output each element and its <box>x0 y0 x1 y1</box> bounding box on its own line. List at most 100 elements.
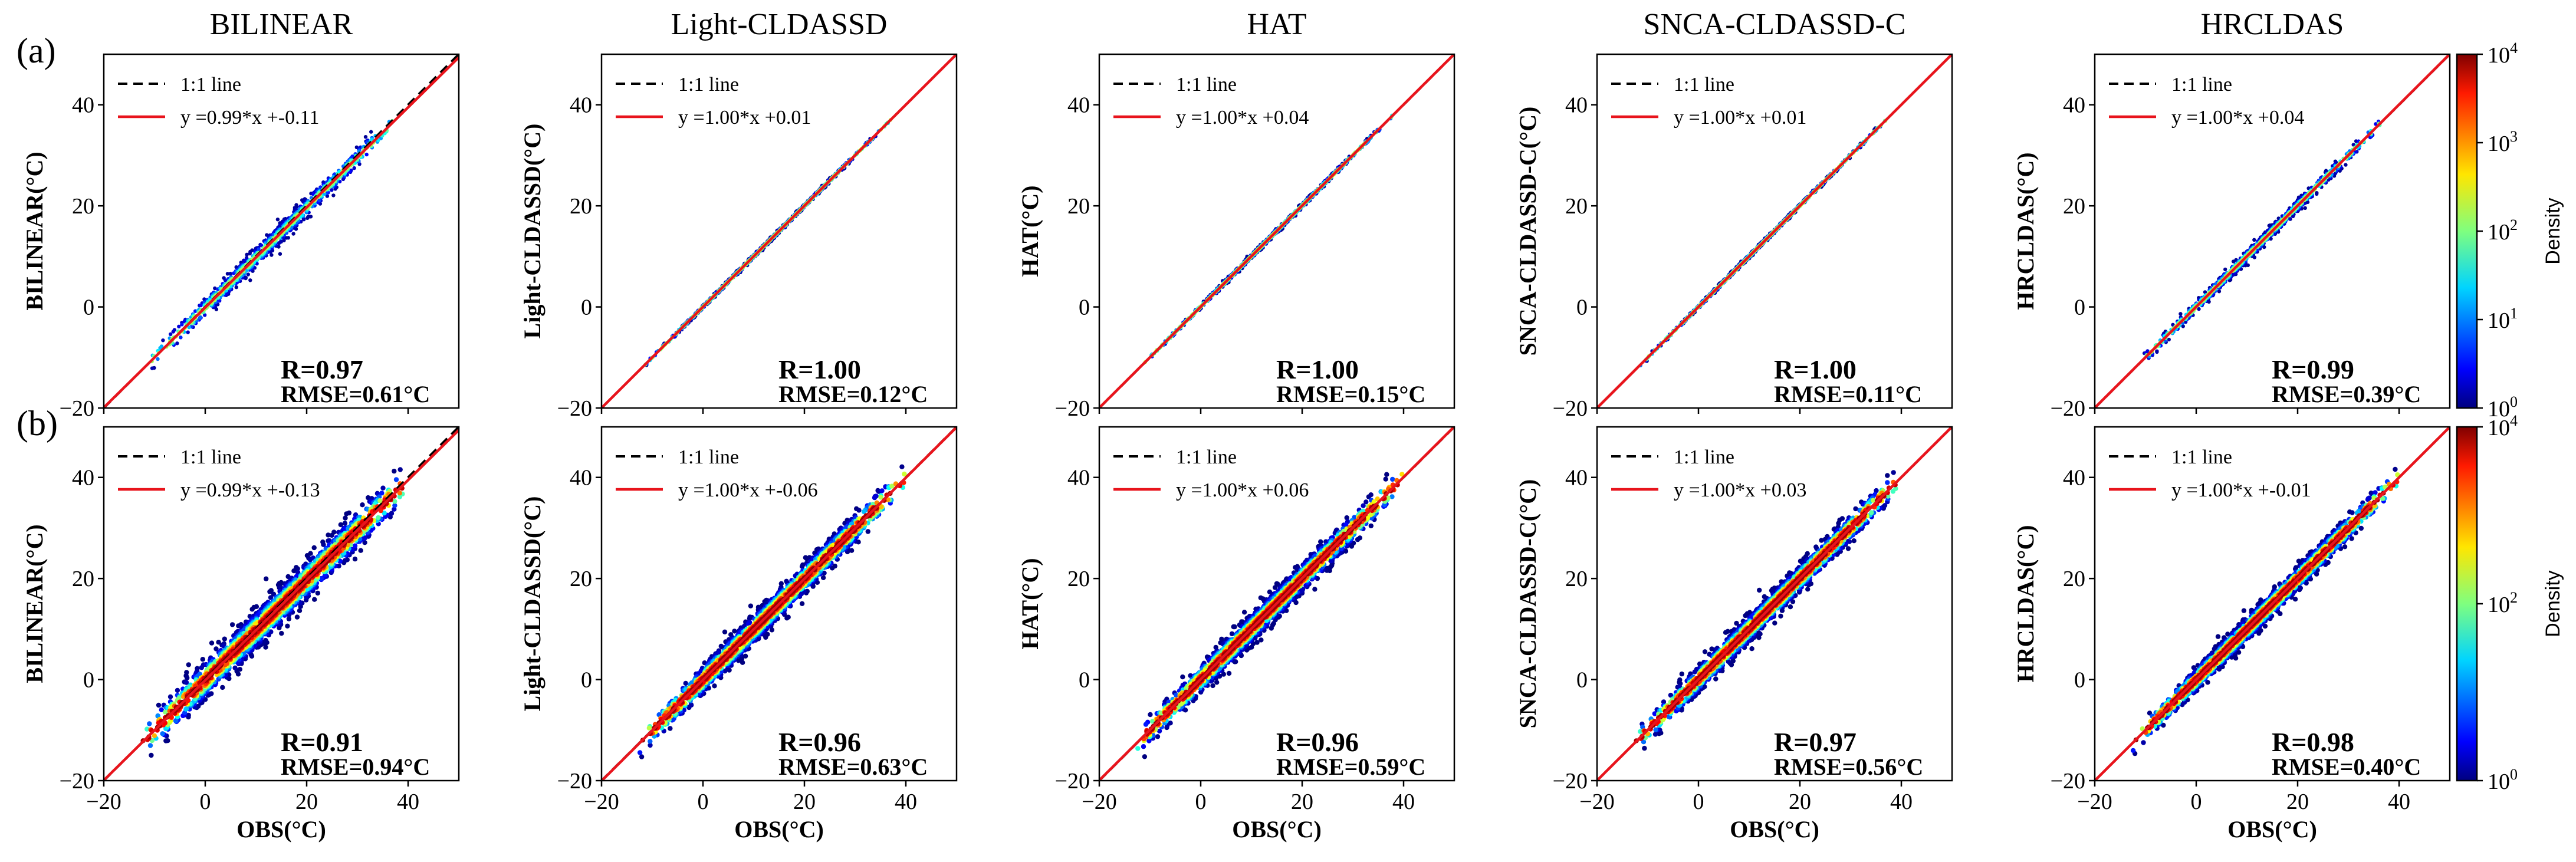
data-point <box>248 251 252 256</box>
legend-fit-label: y =1.00*x +0.01 <box>1674 107 1806 129</box>
data-point <box>2203 290 2207 294</box>
y-tick-label: 0 <box>581 295 592 320</box>
panel-title: BILINEAR <box>210 8 353 41</box>
legend-one-to-one-label: 1:1 line <box>180 74 241 96</box>
data-point <box>229 622 235 627</box>
y-tick-label: 40 <box>1067 93 1090 118</box>
axes-frame <box>600 53 958 409</box>
data-point <box>268 588 274 593</box>
data-point <box>2183 320 2188 324</box>
data-point <box>223 278 228 282</box>
data-point <box>284 236 288 240</box>
data-point <box>163 738 169 743</box>
legend-one-to-one-label: 1:1 line <box>2171 74 2232 96</box>
data-point <box>346 510 352 516</box>
data-point <box>246 272 250 277</box>
data-point <box>2344 163 2348 167</box>
data-point <box>317 198 321 203</box>
data-point <box>277 241 281 245</box>
data-point <box>285 623 290 629</box>
data-point <box>2217 289 2222 294</box>
data-point <box>2223 267 2227 272</box>
data-point <box>156 357 160 361</box>
data-point <box>167 694 173 700</box>
data-point <box>150 366 155 370</box>
r-value: R=0.97 <box>281 354 363 384</box>
y-tick-label: 40 <box>2063 93 2085 118</box>
colorbar-tick-exponent: 1 <box>2510 305 2518 322</box>
axes-frame <box>2094 53 2451 409</box>
fit-line <box>1597 54 1952 408</box>
colorbar-label: Density <box>2542 198 2564 264</box>
data-point <box>397 467 403 472</box>
y-tick-label: −20 <box>1553 396 1588 421</box>
data-point <box>326 532 331 538</box>
data-point <box>278 252 282 256</box>
colorbar-tick-base: 10 <box>2488 397 2510 422</box>
scatter-area <box>2095 54 2450 408</box>
data-point <box>291 232 295 236</box>
data-point <box>308 551 313 556</box>
y-tick-label: −20 <box>60 396 94 421</box>
data-point <box>380 485 386 491</box>
colorbar-tick-label: 102 <box>2488 216 2518 245</box>
data-point <box>213 646 219 652</box>
data-point <box>295 566 300 571</box>
data-point <box>228 271 232 276</box>
data-point <box>321 542 326 547</box>
data-point <box>245 252 249 256</box>
data-point <box>358 548 363 553</box>
data-point <box>325 194 330 198</box>
data-point <box>2315 191 2319 195</box>
data-point <box>342 521 348 526</box>
y-tick-label: 40 <box>72 93 94 118</box>
y-tick-label: −20 <box>1055 396 1090 421</box>
legend-one-to-one-label: 1:1 line <box>1176 74 1237 96</box>
data-point <box>171 330 175 334</box>
data-point <box>213 286 217 291</box>
data-point <box>179 335 183 340</box>
data-point <box>199 665 204 670</box>
data-point <box>270 253 274 257</box>
y-axis-label: BILINEAR(°C) <box>21 152 48 310</box>
data-point <box>2197 307 2201 311</box>
legend-one-to-one-label: 1:1 line <box>1674 74 1734 96</box>
colorbar-tick-base: 10 <box>2488 308 2510 333</box>
data-point <box>234 285 238 289</box>
y-tick-label: 20 <box>1067 194 1090 219</box>
data-point <box>250 248 254 252</box>
y-tick-label: −20 <box>2051 396 2085 421</box>
colorbar-tick-base: 10 <box>2488 131 2510 156</box>
colorbar-tick-exponent: 0 <box>2510 393 2518 410</box>
colorbar-tick-label: 103 <box>2488 128 2518 156</box>
y-tick-label: 20 <box>570 194 592 219</box>
data-point <box>2167 337 2171 342</box>
data-point <box>158 346 162 350</box>
data-point <box>180 323 184 327</box>
data-point <box>161 338 165 343</box>
y-tick-label: 20 <box>72 194 94 219</box>
data-point <box>243 259 248 263</box>
rmse-value: RMSE=0.12°C <box>778 381 928 407</box>
y-tick-label: 40 <box>570 93 592 118</box>
colorbar-tick-exponent: 3 <box>2510 128 2518 145</box>
panel: SNCA-CLDASSD-C−2002040SNCA-CLDASSD-C(°C)… <box>1514 8 1953 421</box>
row-label: (b) <box>17 404 58 443</box>
data-point <box>2252 238 2256 242</box>
data-point <box>352 166 356 170</box>
fit-line <box>602 54 957 408</box>
data-point <box>185 675 190 680</box>
data-point <box>330 188 334 192</box>
axes-frame <box>1098 53 1455 409</box>
r-value: R=1.00 <box>778 354 861 384</box>
y-axis-label: SNCA-CLDASSD-C(°C) <box>1514 107 1541 356</box>
data-point <box>265 233 269 237</box>
data-point <box>311 545 317 551</box>
data-point <box>177 324 181 328</box>
data-point <box>329 532 334 538</box>
data-point <box>198 315 202 319</box>
